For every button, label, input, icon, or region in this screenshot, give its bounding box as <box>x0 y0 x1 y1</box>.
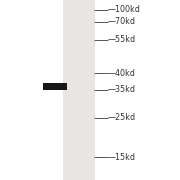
Text: —25kd: —25kd <box>108 114 136 123</box>
Bar <box>63 0 95 180</box>
Text: —55kd: —55kd <box>108 35 136 44</box>
Text: —40kd: —40kd <box>108 69 136 78</box>
Bar <box>43 83 67 90</box>
Text: —15kd: —15kd <box>108 152 136 161</box>
Text: —35kd: —35kd <box>108 86 136 94</box>
Text: —100kd: —100kd <box>108 6 141 15</box>
Text: —70kd: —70kd <box>108 17 136 26</box>
